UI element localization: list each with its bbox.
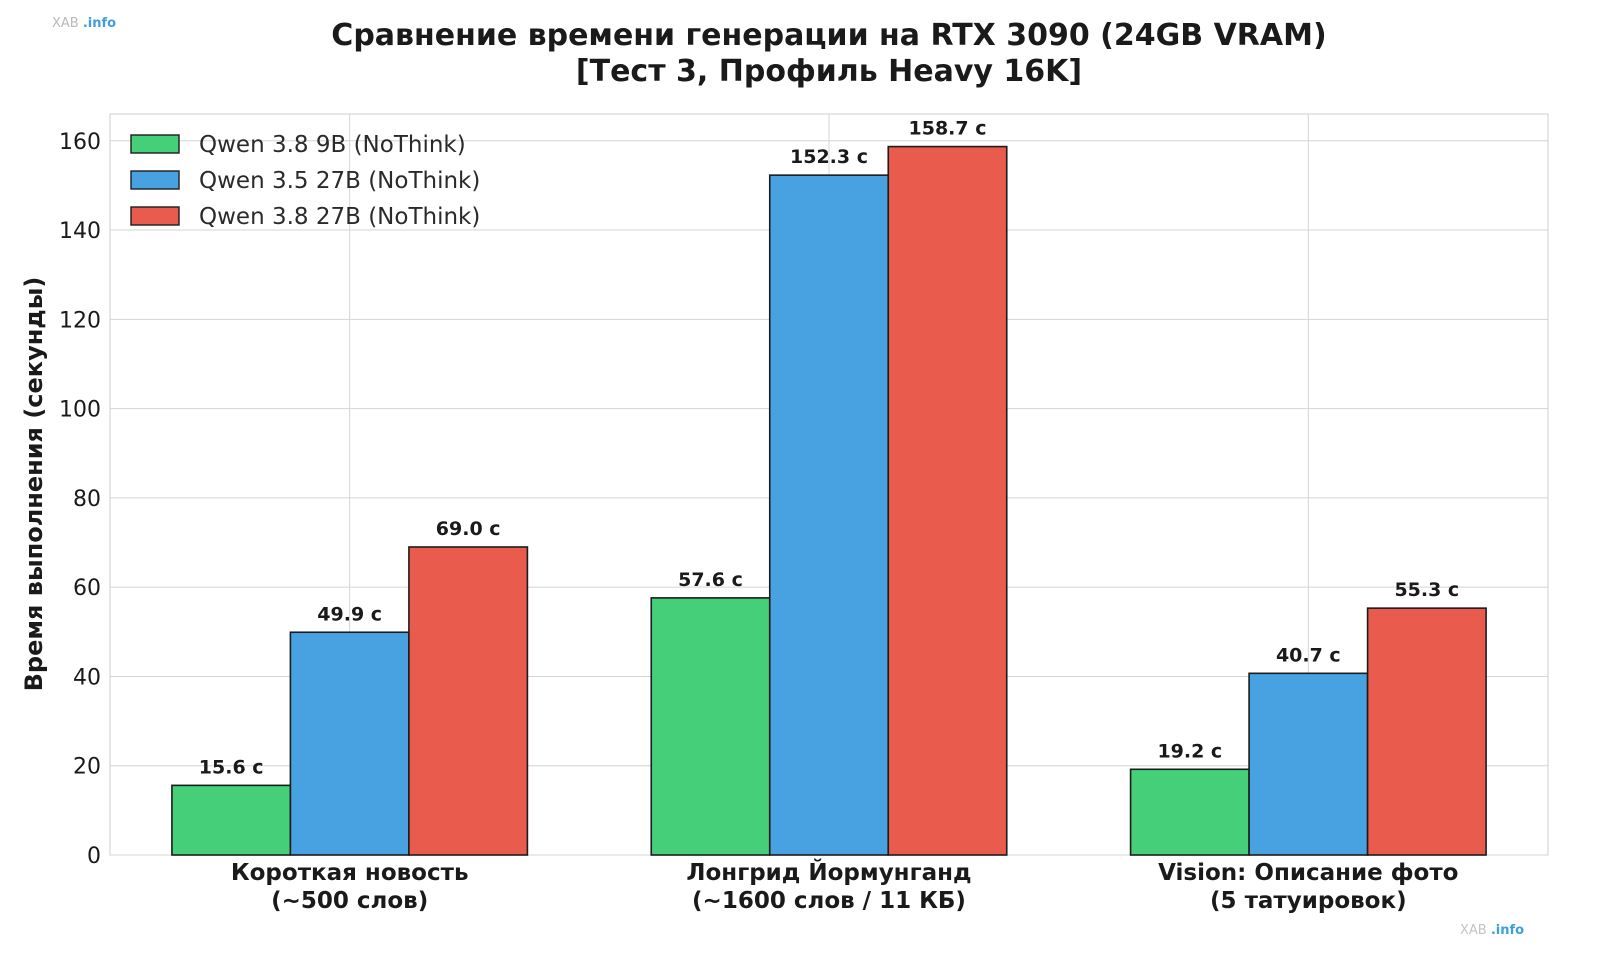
y-tick-label: 120 (59, 308, 101, 333)
y-tick-label: 140 (59, 219, 101, 244)
y-tick-label: 60 (73, 576, 101, 601)
bar (171, 784, 292, 856)
legend-swatch (130, 134, 180, 154)
legend: Qwen 3.8 9B (NoThink) Qwen 3.5 27B (NoThi… (130, 132, 480, 230)
x-tick-label: Vision: Описание фото (1158, 860, 1458, 886)
x-axis-ticks: Короткая новость(~500 слов) Лонгрид Йорму… (231, 858, 1459, 914)
legend-swatch (130, 170, 180, 190)
y-axis-ticks: 0 20 40 60 80 100 120 140 160 (59, 130, 101, 869)
bar (768, 174, 890, 856)
chart-title-line1: Сравнение времени генерации на RTX 3090 … (331, 18, 1326, 53)
x-tick-label: Лонгрид Йормунганд (686, 858, 971, 886)
bar (650, 597, 771, 856)
legend-label: Qwen 3.8 9B (NoThink) (199, 132, 466, 158)
bar-value-label: 69.0 с (436, 518, 501, 540)
bar-value-label: 152.3 с (790, 146, 868, 168)
bars (171, 145, 1487, 856)
watermark-bottom-accent: .info (1491, 923, 1524, 938)
watermark-top: XAB .info (52, 16, 116, 31)
bar (1366, 607, 1487, 856)
bar-value-label: 15.6 с (199, 756, 264, 778)
y-axis-label: Время выполнения (секунды) (20, 277, 48, 692)
bar-value-label: 57.6 с (678, 569, 743, 591)
bar (887, 145, 1008, 856)
watermark-bottom-main: XAB (1460, 923, 1487, 938)
bar-value-label: 19.2 с (1157, 740, 1222, 762)
x-tick-label: Короткая новость (231, 860, 469, 886)
chart-title-line2: [Тест 3, Профиль Heavy 16K] (576, 54, 1082, 89)
x-tick-label: (5 татуировок) (1210, 888, 1407, 914)
bar-value-label: 158.7 с (909, 118, 987, 140)
legend-label: Qwen 3.5 27B (NoThink) (199, 168, 480, 194)
y-tick-label: 20 (73, 755, 101, 780)
legend-swatch (130, 206, 180, 226)
y-tick-label: 40 (73, 665, 101, 690)
x-tick-label: (~500 слов) (271, 888, 428, 914)
bar (408, 546, 529, 856)
watermark-top-accent: .info (83, 16, 116, 31)
legend-label: Qwen 3.8 27B (NoThink) (199, 204, 480, 230)
bar (1129, 768, 1250, 856)
watermark-bottom: XAB .info (1460, 923, 1524, 938)
y-tick-label: 100 (59, 398, 101, 423)
y-tick-label: 80 (73, 487, 101, 512)
bar (1248, 672, 1369, 856)
bar (289, 631, 410, 856)
x-tick-label: (~1600 слов / 11 КБ) (692, 888, 966, 914)
bar-value-labels: 15.6 с 49.9 с 69.0 с 57.6 с 152.3 с 158.7 с 19… (199, 118, 1459, 779)
bar-value-label: 55.3 с (1394, 579, 1459, 601)
y-tick-label: 0 (87, 844, 101, 869)
bar-value-label: 40.7 с (1276, 644, 1341, 666)
bar-value-label: 49.9 с (317, 603, 382, 625)
y-tick-label: 160 (59, 130, 101, 155)
watermark-top-main: XAB (52, 16, 79, 31)
